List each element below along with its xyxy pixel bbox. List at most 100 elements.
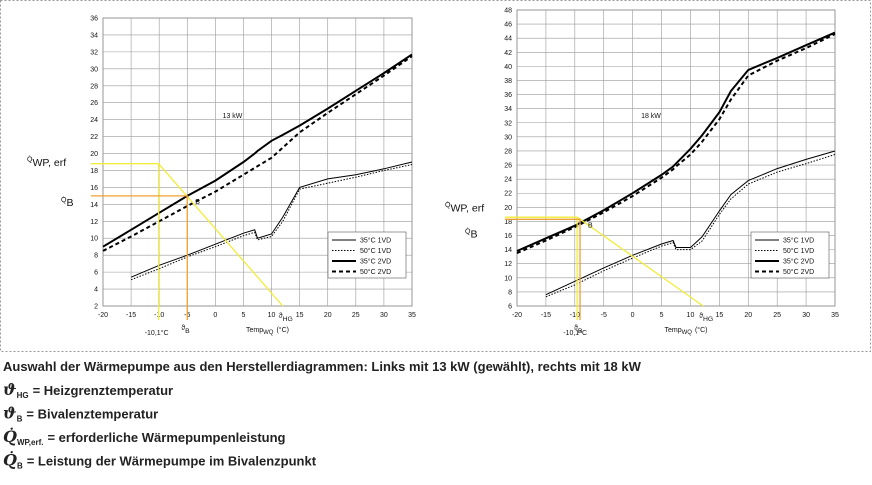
- caption-legend-entry: ϑB = Bivalenztemperatur: [3, 404, 158, 424]
- frame: [0, 0, 871, 352]
- caption-text: Auswahl der Wärmepumpe aus den Herstelle…: [3, 359, 642, 374]
- y-tick-label: 12: [90, 219, 98, 226]
- q-b-label: Q̇B: [61, 196, 73, 209]
- y-tick-label: 18: [90, 168, 98, 175]
- series-line: [102, 55, 413, 252]
- caption-description: = Bivalenztemperatur: [26, 407, 158, 422]
- q-b-label-symbol: Q̇: [465, 227, 471, 235]
- y-tick-label: 14: [90, 202, 98, 209]
- x-axis-label-main: Temp: [246, 327, 263, 334]
- q-wp-label: Q̇WP, erf: [445, 201, 484, 214]
- x-axis-label-sub: WQ: [263, 330, 274, 336]
- x-axis-label-main: Temp: [665, 327, 682, 334]
- x-tick-label: -15: [126, 312, 136, 319]
- x-tick-label: 15: [715, 312, 723, 319]
- x-axis-label: TempWQ (°C): [665, 326, 708, 336]
- y-tick-label: 16: [504, 233, 512, 240]
- x-tick-label: -10: [570, 312, 580, 319]
- big-label: 18 kW: [641, 113, 661, 120]
- caption-legend-entry: ϑHG = Heizgrenztemperatur: [3, 380, 173, 400]
- t-hg-label: ϑHG: [279, 313, 293, 323]
- caption-sub: B: [17, 462, 23, 471]
- x-tick-label: 0: [631, 312, 635, 319]
- y-tick-label: 26: [90, 100, 98, 107]
- t-hg-label-sub: HG: [283, 316, 293, 323]
- big-label: 13 kW: [223, 113, 243, 120]
- y-tick-label: 14: [504, 247, 512, 254]
- caption-sub: B: [17, 415, 23, 424]
- legend-label: 50°C 1VD: [360, 247, 391, 255]
- caption-legend-entry: Q̇B = Leistung der Wärmepumpe im Bivalenz…: [3, 451, 317, 471]
- q-wp-label-symbol: Q̇: [27, 156, 33, 164]
- y-tick-label: 8: [94, 253, 98, 260]
- legend-label: 50°C 2VD: [783, 268, 814, 276]
- y-tick-label: 32: [504, 120, 512, 127]
- x-axis-label: TempWQ (°C): [246, 326, 289, 336]
- series-line: [516, 33, 836, 255]
- y-tick-label: 48: [504, 8, 512, 15]
- y-tick-label: 6: [94, 270, 98, 277]
- y-tick-label: 2: [94, 304, 98, 311]
- x-tick-label: 5: [660, 312, 664, 319]
- x-tick-label: -20: [98, 312, 108, 319]
- legend-label: 35°C 1VD: [360, 236, 391, 244]
- caption-symbol: Q̇: [3, 427, 17, 446]
- x-tick-label: -20: [512, 312, 522, 319]
- point-label: B: [195, 199, 200, 206]
- x-axis-label-sub: WQ: [682, 330, 693, 336]
- caption-symbol: Q̇: [3, 451, 17, 470]
- t-hg-label-symbol: ϑ: [279, 313, 283, 320]
- x-tick-label: 35: [831, 312, 839, 319]
- caption-symbol: ϑ: [3, 404, 17, 423]
- bivalent-guide: [505, 218, 581, 320]
- y-tick-label: 30: [90, 66, 98, 73]
- t-b-label: ϑB: [181, 325, 190, 335]
- series-line: [130, 164, 413, 281]
- t-b-label-symbol: ϑ: [574, 325, 578, 332]
- y-tick-label: 36: [504, 92, 512, 99]
- y-tick-label: 8: [508, 289, 512, 296]
- q-wp-label: Q̇WP, erf: [27, 156, 66, 169]
- q-wp-label-sub: WP, erf: [450, 202, 484, 214]
- y-tick-label: 20: [504, 205, 512, 212]
- y-tick-label: 34: [90, 32, 98, 39]
- series-line: [130, 161, 413, 278]
- x-tick-label: 20: [744, 312, 752, 319]
- q-b-label-sub: B: [66, 197, 73, 209]
- y-tick-label: 28: [90, 83, 98, 90]
- x-tick-label: -5: [601, 312, 607, 319]
- y-tick-label: 36: [90, 16, 98, 23]
- x-tick-label: 30: [380, 312, 388, 319]
- caption-description: = Leistung der Wärmepumpe im Bivalenzpun…: [27, 454, 317, 469]
- x-tick-label: 20: [324, 312, 332, 319]
- y-tick-label: 28: [504, 148, 512, 155]
- x-tick-label: 5: [242, 312, 246, 319]
- series-line: [102, 53, 413, 248]
- y-tick-label: 22: [90, 134, 98, 141]
- legend-label: 50°C 1VD: [783, 247, 814, 255]
- caption-description: = Heizgrenztemperatur: [33, 383, 174, 398]
- x-axis-label-unit: (°C): [695, 326, 708, 334]
- caption-sub: WP,erf.: [17, 438, 44, 447]
- x-tick-label: 10: [268, 312, 276, 319]
- y-tick-label: 24: [504, 177, 512, 184]
- point-label: B: [588, 222, 593, 229]
- caption-legend-entry: Q̇WP,erf. = erforderliche Wärmepumpenleis…: [3, 427, 286, 447]
- y-tick-label: 10: [504, 275, 512, 282]
- heating-limit-guide: [158, 163, 284, 307]
- legend-label: 35°C 2VD: [360, 257, 391, 265]
- y-tick-label: 46: [504, 22, 512, 29]
- caption-description: = erforderliche Wärmepumpenleistung: [47, 430, 285, 445]
- t-b-label-symbol: ϑ: [181, 325, 185, 332]
- t-hg-label-symbol: ϑ: [699, 313, 703, 320]
- y-tick-label: 44: [504, 36, 512, 43]
- y-tick-label: 12: [504, 261, 512, 268]
- x-tick-label: 30: [802, 312, 810, 319]
- q-wp-label-sub: WP, erf: [32, 157, 66, 169]
- y-tick-label: 10: [90, 236, 98, 243]
- y-tick-label: 34: [504, 106, 512, 113]
- y-tick-label: 38: [504, 78, 512, 85]
- series-line: [545, 154, 836, 298]
- y-tick-label: 42: [504, 50, 512, 57]
